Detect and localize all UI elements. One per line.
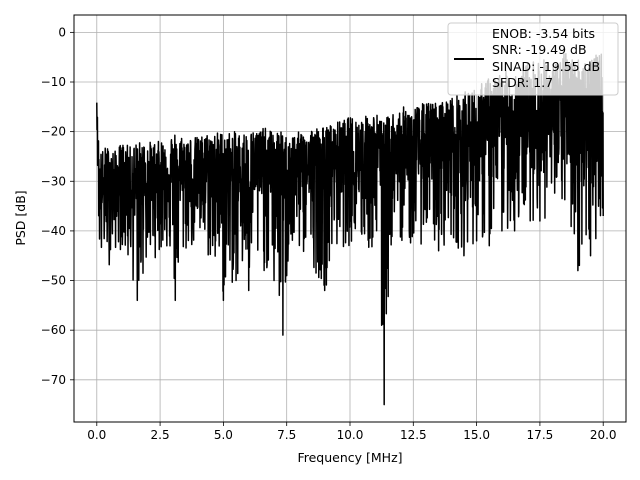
legend-sfdr: SFDR: 1.7 (492, 75, 553, 90)
x-tick-label: 2.5 (151, 428, 170, 442)
x-tick-label: 15.0 (463, 428, 490, 442)
legend-snr: SNR: -19.49 dB (492, 42, 587, 57)
x-tick-label: 20.0 (590, 428, 617, 442)
legend: ENOB: -3.54 bits SNR: -19.49 dB SINAD: -… (447, 22, 619, 96)
legend-box (447, 22, 619, 96)
x-tick-label: 0.0 (87, 428, 106, 442)
y-tick-label: 0 (58, 25, 66, 39)
x-tick-label: 12.5 (400, 428, 427, 442)
y-tick-label: −60 (41, 323, 66, 337)
y-tick-label: −30 (41, 174, 66, 188)
x-tick-label: 10.0 (337, 428, 364, 442)
y-tick-label: −50 (41, 274, 66, 288)
y-tick-label: −20 (41, 125, 66, 139)
y-tick-label: −70 (41, 373, 66, 387)
psd-trace (96, 53, 604, 406)
y-tick-label: −40 (41, 224, 66, 238)
legend-enob: ENOB: -3.54 bits (492, 26, 595, 41)
psd-series-line (96, 53, 604, 406)
x-tick-label: 7.5 (277, 428, 296, 442)
x-axis-label: Frequency [MHz] (297, 450, 402, 465)
y-tick-label: −10 (41, 75, 66, 89)
x-axis: 0.0 2.5 5.0 7.5 10.0 12.5 15.0 17.5 20.0 (87, 422, 617, 442)
legend-sinad: SINAD: -19.55 dB (492, 59, 600, 74)
y-axis-label: PSD [dB] (13, 190, 28, 245)
x-tick-label: 5.0 (214, 428, 233, 442)
x-tick-label: 17.5 (527, 428, 554, 442)
y-axis: 0 −10 −20 −30 −40 −50 −60 −70 (41, 25, 74, 387)
